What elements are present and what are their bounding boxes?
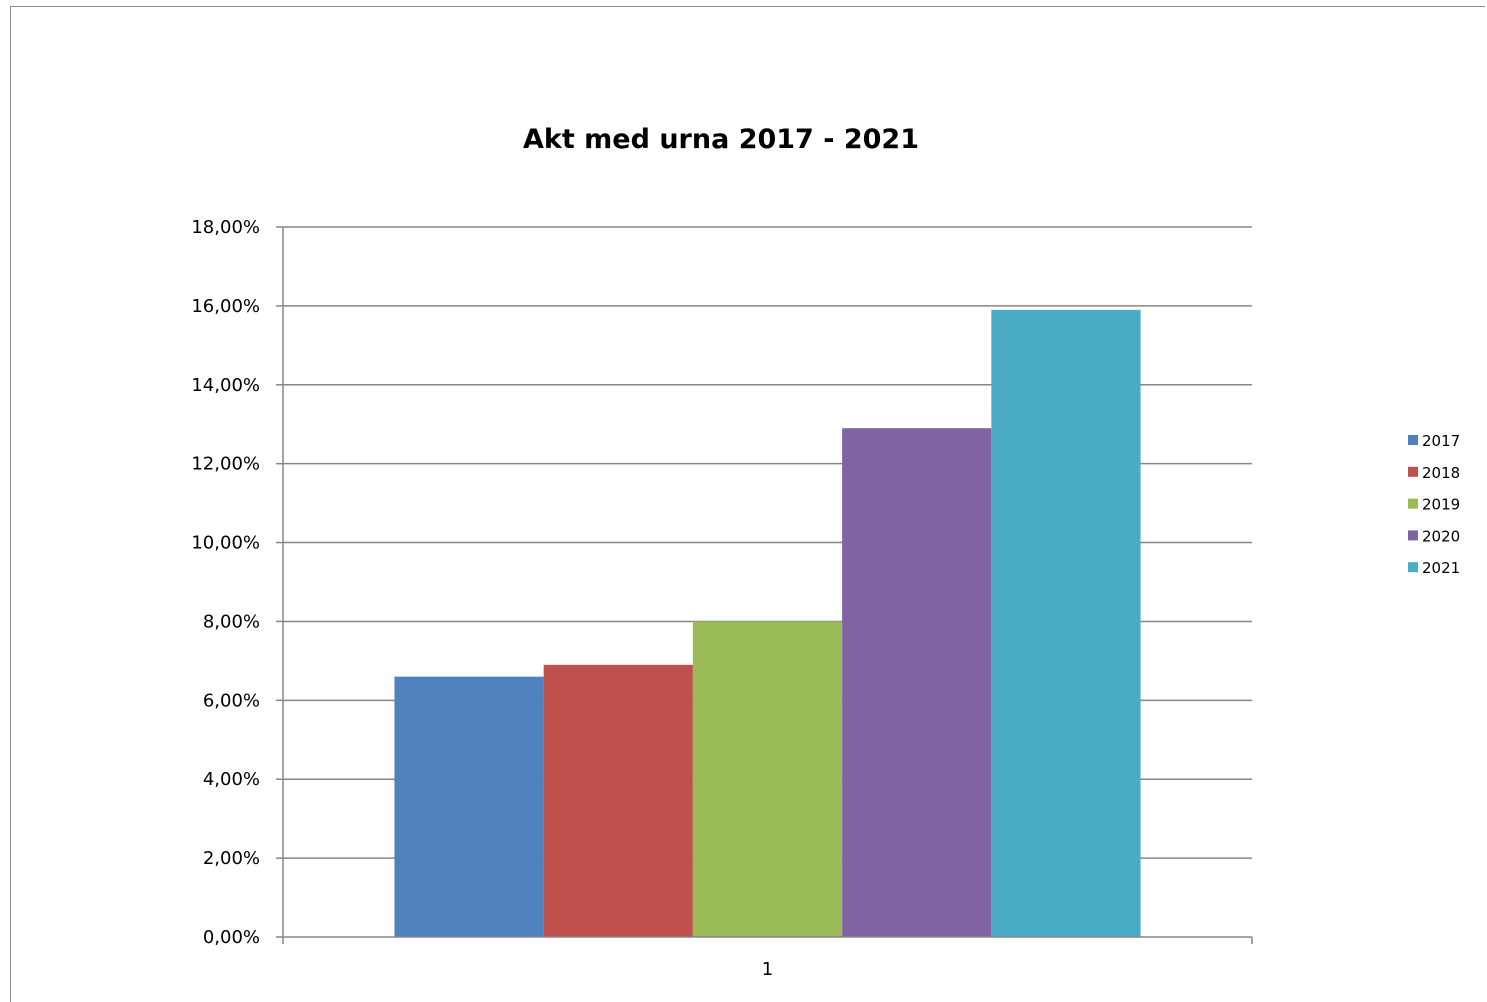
bar-2019 (692, 621, 843, 937)
legend-swatch-2021 (1408, 562, 1418, 573)
bars (394, 309, 1141, 937)
bar-2018 (543, 664, 693, 937)
legend-label-2021: 2021 (1422, 559, 1460, 577)
legend-swatch-2018 (1408, 466, 1418, 477)
axes (276, 226, 1253, 944)
chart-title: Akt med urna 2017 - 2021 (523, 124, 919, 155)
legend-swatch-2020 (1408, 530, 1418, 541)
legend-label-2019: 2019 (1422, 496, 1460, 514)
y-tick-label: 16,00% (191, 296, 260, 317)
legend-label-2018: 2018 (1422, 464, 1460, 482)
bar-2020 (842, 428, 992, 937)
bar-2017 (394, 676, 544, 937)
y-tick-label: 10,00% (191, 533, 260, 554)
x-tick-labels: 1 (762, 959, 773, 980)
legend: 2017 2018 2019 2020 2021 (1408, 432, 1460, 577)
bar-2021 (991, 309, 1141, 937)
y-tick-label: 2,00% (203, 848, 260, 869)
y-tick-label: 0,00% (203, 927, 260, 948)
y-tick-label: 8,00% (203, 611, 260, 632)
chart-frame (10, 6, 1485, 1002)
legend-label-2020: 2020 (1422, 527, 1460, 545)
legend-label-2017: 2017 (1422, 432, 1460, 450)
legend-swatch-2019 (1408, 498, 1418, 509)
y-tick-label: 4,00% (203, 769, 260, 790)
y-tick-label: 14,00% (191, 375, 260, 396)
y-tick-label: 18,00% (191, 217, 260, 238)
y-tick-labels: 0,00% 2,00% 4,00% 6,00% 8,00% 10,00% 12,00% 14,… (191, 217, 260, 948)
y-tick-label: 12,00% (191, 454, 260, 475)
x-tick-label: 1 (762, 959, 773, 980)
legend-swatch-2017 (1408, 435, 1418, 445)
y-tick-label: 6,00% (203, 690, 260, 711)
